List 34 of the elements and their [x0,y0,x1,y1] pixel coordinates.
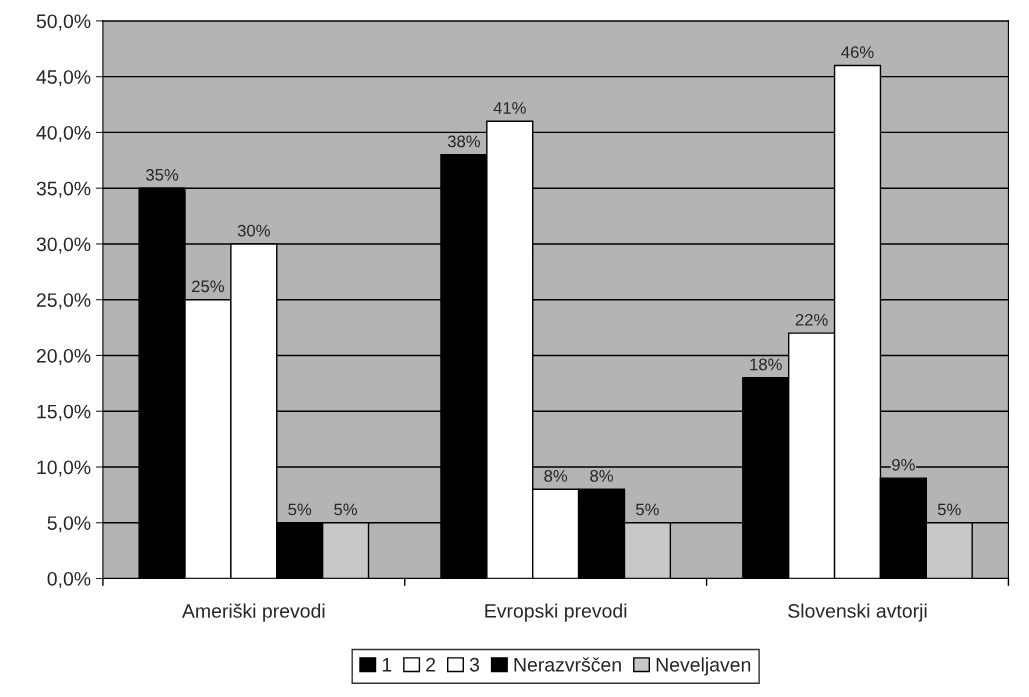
data-label: 5% [334,503,358,516]
data-label: 18% [750,358,782,371]
legend-label: 1 [382,658,392,672]
data-label: 30% [237,224,270,237]
x-tick-label: Ameriški prevodi [182,603,325,622]
legend-label: 2 [426,657,436,672]
data-label: 46% [841,46,874,59]
legend-label: Nerazvrščen [514,657,621,672]
data-label: 35% [146,168,179,181]
x-tick-label: Slovenski avtorji [788,603,927,622]
legend-label: 3 [469,657,480,672]
data-label: 5% [288,503,312,516]
data-label: 9% [892,458,915,471]
y-tick-label: 25,0% [36,293,91,310]
legend-label: Neveljaven [656,657,751,676]
y-tick-label: 20,0% [36,348,91,365]
data-label: 5% [636,503,659,516]
data-label: 25% [192,280,225,293]
y-tick-label: 35,0% [36,181,91,198]
x-tick-label: Evropski prevodi [485,603,627,622]
y-tick-label: 30,0% [36,237,91,254]
y-tick-label: 15,0% [37,404,91,421]
data-label: 38% [447,135,480,148]
y-tick-label: 45,0% [36,70,91,87]
data-label: 8% [590,470,613,482]
y-tick-label: 5,0% [47,516,91,533]
y-tick-label: 50,0% [36,14,91,31]
y-tick-label: 0,0% [47,571,91,589]
y-tick-label: 40,0% [36,125,91,142]
data-label: 22% [795,313,828,326]
data-label: 8% [544,470,568,482]
data-label: 5% [937,503,961,516]
y-tick-label: 10,0% [37,460,91,477]
data-label: 41% [493,102,526,114]
